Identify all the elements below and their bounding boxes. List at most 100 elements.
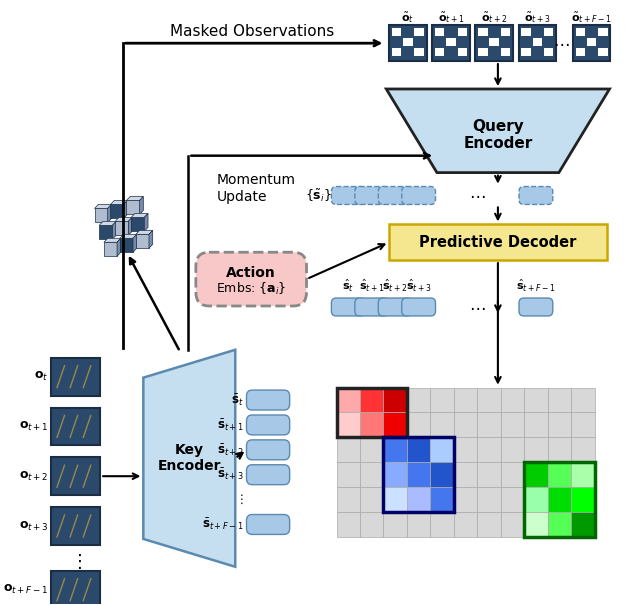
Bar <box>500 512 524 537</box>
Polygon shape <box>99 225 113 240</box>
Text: Momentum
Update: Momentum Update <box>216 174 296 204</box>
Polygon shape <box>124 200 127 218</box>
Bar <box>548 388 571 413</box>
Polygon shape <box>128 217 132 235</box>
Bar <box>544 48 553 56</box>
Bar <box>337 388 360 413</box>
Bar <box>548 437 571 462</box>
Bar <box>430 437 454 462</box>
Bar <box>573 25 611 61</box>
Polygon shape <box>387 89 609 172</box>
Polygon shape <box>99 221 116 225</box>
Bar <box>337 437 360 462</box>
Bar <box>430 413 454 437</box>
Text: $\mathbf{o}_{t+3}$: $\mathbf{o}_{t+3}$ <box>19 520 49 532</box>
Polygon shape <box>111 204 124 218</box>
Bar <box>454 437 477 462</box>
Bar <box>389 224 607 260</box>
Bar <box>571 388 595 413</box>
Text: $\hat{\mathbf{s}}_{t+3}$: $\hat{\mathbf{s}}_{t+3}$ <box>406 278 431 294</box>
Bar <box>360 462 383 487</box>
Bar <box>337 388 407 437</box>
Bar <box>500 413 524 437</box>
FancyBboxPatch shape <box>196 252 307 306</box>
Bar <box>532 38 542 46</box>
FancyBboxPatch shape <box>246 440 290 460</box>
Text: $\vdots$: $\vdots$ <box>70 552 82 571</box>
Bar <box>383 462 407 487</box>
Bar <box>524 413 548 437</box>
Bar <box>360 487 383 512</box>
Text: $\mathbf{o}_{t+1}$: $\mathbf{o}_{t+1}$ <box>19 420 49 433</box>
Polygon shape <box>133 234 137 252</box>
Bar <box>432 25 470 61</box>
Bar <box>522 28 531 36</box>
Bar <box>360 413 383 437</box>
Bar <box>571 413 595 437</box>
Bar <box>383 388 407 413</box>
Bar <box>548 487 571 512</box>
Polygon shape <box>104 238 121 242</box>
Polygon shape <box>136 231 153 234</box>
Bar <box>383 437 454 512</box>
Bar <box>524 388 548 413</box>
Polygon shape <box>108 204 111 223</box>
Bar <box>544 28 553 36</box>
Bar <box>500 437 524 462</box>
Polygon shape <box>120 238 133 252</box>
FancyBboxPatch shape <box>246 390 290 410</box>
FancyBboxPatch shape <box>519 298 553 316</box>
Text: Query
Encoder: Query Encoder <box>463 119 532 151</box>
Bar <box>476 25 513 61</box>
Bar <box>337 413 360 437</box>
Bar <box>490 38 499 46</box>
Bar <box>571 487 595 512</box>
Bar <box>435 48 444 56</box>
Bar <box>407 512 430 537</box>
Bar <box>389 25 427 61</box>
Polygon shape <box>136 234 149 248</box>
Text: $\mathbf{o}_{t+F-1}$: $\mathbf{o}_{t+F-1}$ <box>3 583 49 596</box>
Bar <box>477 388 500 413</box>
Bar <box>51 571 100 605</box>
Bar <box>477 413 500 437</box>
Text: $\hat{\mathbf{s}}_{t+2}$: $\hat{\mathbf{s}}_{t+2}$ <box>383 278 408 294</box>
Bar <box>477 437 500 462</box>
FancyBboxPatch shape <box>355 298 388 316</box>
Bar <box>524 487 548 512</box>
Bar <box>500 388 524 413</box>
Text: $\cdots$: $\cdots$ <box>469 186 486 204</box>
Text: $\tilde{\mathbf{o}}_{t+F-1}$: $\tilde{\mathbf{o}}_{t+F-1}$ <box>572 10 612 25</box>
Bar <box>407 487 430 512</box>
Bar <box>407 437 430 462</box>
Bar <box>51 408 100 445</box>
Bar <box>430 512 454 537</box>
Text: $\tilde{\mathbf{o}}_{t+1}$: $\tilde{\mathbf{o}}_{t+1}$ <box>438 10 464 25</box>
Text: $\tilde{\mathbf{o}}_{t+3}$: $\tilde{\mathbf{o}}_{t+3}$ <box>524 10 550 25</box>
Bar <box>458 48 467 56</box>
Text: $\bar{\mathbf{s}}_t$: $\bar{\mathbf{s}}_t$ <box>231 392 244 408</box>
Bar <box>383 487 407 512</box>
Bar <box>392 48 401 56</box>
Bar <box>454 462 477 487</box>
Bar <box>446 38 456 46</box>
Bar <box>51 457 100 495</box>
FancyBboxPatch shape <box>378 186 412 204</box>
Text: $\bar{\mathbf{s}}_{t+F-1}$: $\bar{\mathbf{s}}_{t+F-1}$ <box>202 517 244 532</box>
Bar <box>548 462 571 487</box>
Text: $\bar{\mathbf{s}}_{t+1}$: $\bar{\mathbf{s}}_{t+1}$ <box>217 417 244 433</box>
Bar <box>454 413 477 437</box>
Text: $\vdots$: $\vdots$ <box>236 493 244 506</box>
FancyBboxPatch shape <box>246 514 290 534</box>
Bar <box>548 512 571 537</box>
Bar <box>51 358 100 396</box>
Bar <box>500 487 524 512</box>
Text: $\hat{\mathbf{s}}_t$: $\hat{\mathbf{s}}_t$ <box>342 278 355 294</box>
Bar <box>500 28 510 36</box>
Bar <box>430 462 454 487</box>
Text: Action: Action <box>227 266 276 280</box>
Polygon shape <box>131 217 144 231</box>
Bar <box>524 437 548 462</box>
FancyBboxPatch shape <box>246 415 290 435</box>
Bar <box>360 388 383 413</box>
